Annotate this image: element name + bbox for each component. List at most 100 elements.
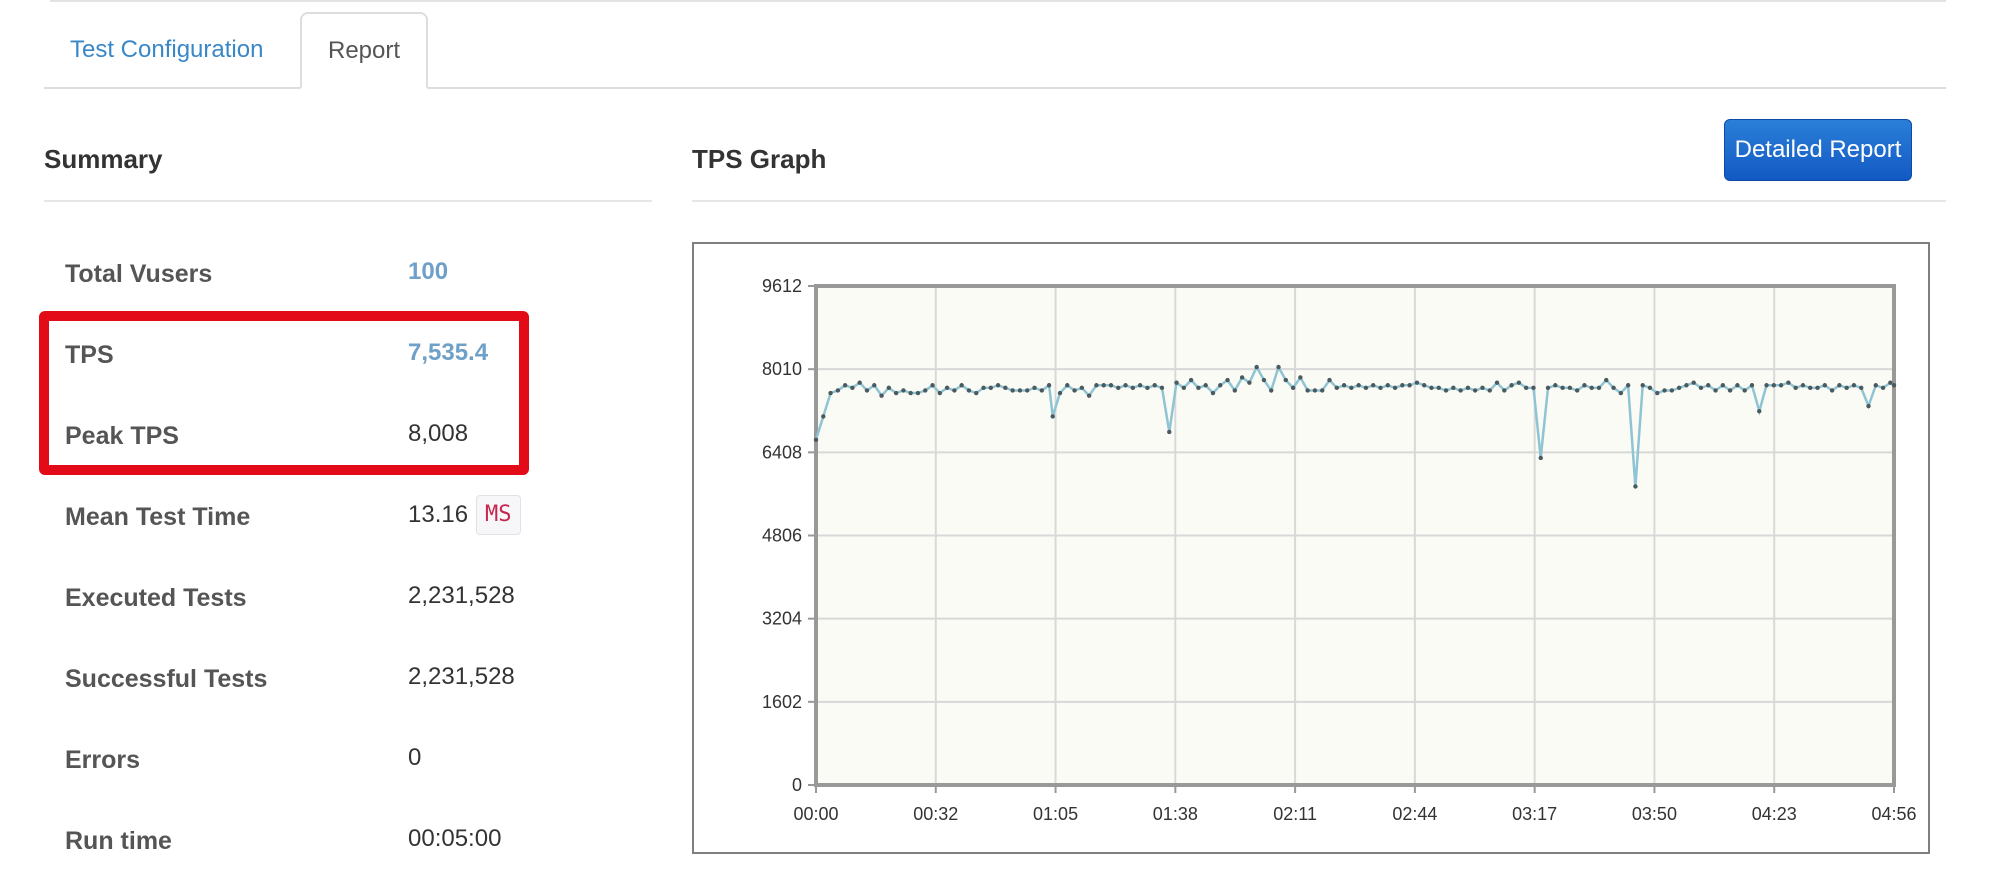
tps-data-point — [1400, 383, 1405, 388]
tps-data-point — [1582, 383, 1587, 388]
x-tick-label: 02:11 — [1273, 804, 1317, 824]
tps-data-point — [1032, 385, 1037, 391]
summary-row-run-time: Run time 00:05:00 — [0, 825, 600, 867]
tps-data-point — [1254, 364, 1259, 370]
y-tick-label: 4806 — [762, 526, 802, 546]
tps-data-point — [893, 390, 899, 396]
tps-data-point — [1218, 383, 1223, 388]
tps-data-point — [1312, 388, 1318, 393]
x-tick-label: 04:56 — [1871, 804, 1916, 824]
x-tick-label: 00:32 — [913, 804, 958, 824]
tps-data-point — [1210, 390, 1216, 396]
summary-label: Executed Tests — [65, 584, 247, 612]
tps-data-point — [1334, 385, 1339, 391]
tps-data-point — [1574, 388, 1580, 393]
tps-data-point — [1757, 409, 1762, 414]
summary-row-errors: Errors 0 — [0, 744, 600, 786]
tps-data-point — [1472, 388, 1478, 393]
tps-data-point — [1720, 383, 1726, 388]
tps-chart-frame: 0 1602 3204 4806 6408 8010 9612 00:00 00:32 01:05… — [692, 242, 1930, 854]
tps-data-point — [1458, 388, 1463, 393]
peak-tps-value: 8,008 — [408, 420, 469, 447]
tps-data-point — [1655, 390, 1660, 396]
summary-table: Total Vusers 100 TPS 7,535.4 Peak TPS 8,… — [0, 0, 680, 888]
x-tick-label: 03:50 — [1632, 804, 1677, 824]
tps-graph-title: TPS Graph — [692, 144, 827, 174]
tps-data-point — [1669, 388, 1675, 393]
tps-data-point — [1298, 375, 1303, 380]
top-rule — [50, 0, 1946, 2]
tps-data-point — [1094, 383, 1099, 388]
tps-data-point — [1589, 385, 1594, 391]
tps-data-point — [1356, 383, 1361, 388]
summary-row-successful-tests: Successful Tests 2,231,528 — [0, 663, 600, 705]
tps-data-point — [1421, 383, 1427, 388]
tps-data-point — [813, 437, 819, 442]
y-tick-label: 0 — [792, 775, 802, 795]
tab-report[interactable]: Report — [300, 12, 429, 89]
successful-tests-value: 2,231,528 — [408, 663, 515, 690]
x-tick-label: 00:00 — [793, 804, 838, 824]
tps-data-point — [1742, 388, 1747, 393]
tps-data-point — [1596, 385, 1602, 391]
y-tick-label: 3204 — [762, 609, 802, 629]
tps-data-point — [835, 388, 841, 393]
tps-data-point — [1873, 383, 1878, 388]
tps-data-point — [1378, 385, 1383, 391]
tps-data-point — [1859, 385, 1864, 391]
tps-data-point — [879, 393, 884, 398]
tps-data-point — [1735, 383, 1740, 388]
tps-data-point — [981, 385, 986, 391]
summary-label: Peak TPS — [65, 422, 179, 450]
tps-data-point — [1611, 385, 1616, 391]
tps-data-point — [1050, 414, 1055, 419]
tps-data-point — [1560, 385, 1565, 391]
tps-data-point — [1604, 377, 1609, 383]
y-tick-label: 6408 — [762, 442, 802, 462]
tab-test-configuration[interactable]: Test Configuration — [70, 36, 264, 63]
tps-data-point — [1553, 383, 1558, 388]
tps-data-point — [1880, 385, 1886, 391]
tps-data-point — [1436, 385, 1441, 391]
tps-data-point — [1137, 383, 1143, 388]
x-tick-label: 03:17 — [1512, 804, 1557, 824]
tps-data-point — [1152, 383, 1157, 388]
tps-data-point — [1523, 385, 1529, 391]
summary-label: Successful Tests — [65, 665, 268, 693]
detailed-report-button[interactable]: Detailed Report — [1724, 119, 1912, 181]
tps-data-point — [1698, 385, 1704, 391]
tps-data-point — [1662, 388, 1667, 393]
tps-data-point — [1101, 383, 1106, 388]
tps-data-point — [1888, 380, 1893, 385]
tps-data-point — [1039, 388, 1044, 393]
tps-data-point — [1283, 377, 1289, 383]
tps-data-point — [1771, 383, 1777, 388]
summary-row-total-vusers: Total Vusers 100 — [0, 258, 600, 300]
summary-label: TPS — [65, 341, 114, 369]
tps-data-point — [915, 390, 921, 396]
total-vusers-value[interactable]: 100 — [408, 258, 449, 285]
tps-data-point — [1276, 364, 1281, 370]
tps-data-point — [1327, 377, 1332, 383]
tps-data-point — [1800, 383, 1806, 388]
tps-data-point — [1494, 380, 1500, 385]
tps-data-point — [1866, 403, 1871, 409]
tps-data-point — [1065, 383, 1070, 388]
tps-data-point — [1443, 388, 1449, 393]
tps-data-point — [1239, 375, 1245, 380]
tps-data-point — [1017, 388, 1023, 393]
tps-value[interactable]: 7,535.4 — [408, 339, 489, 366]
tps-data-point — [1414, 380, 1420, 385]
summary-title: Summary — [44, 144, 163, 174]
tps-data-point — [974, 390, 979, 396]
tps-data-point — [944, 385, 950, 391]
executed-tests-value: 2,231,528 — [408, 582, 515, 609]
tps-data-point — [988, 385, 994, 391]
tps-data-point — [1247, 380, 1252, 385]
tps-data-point — [1232, 388, 1238, 393]
tab-bar-divider — [44, 87, 1946, 89]
graph-divider — [692, 200, 1946, 202]
tps-data-point — [850, 385, 855, 391]
x-tick-label: 01:38 — [1153, 804, 1198, 824]
tps-data-point — [1502, 388, 1507, 393]
